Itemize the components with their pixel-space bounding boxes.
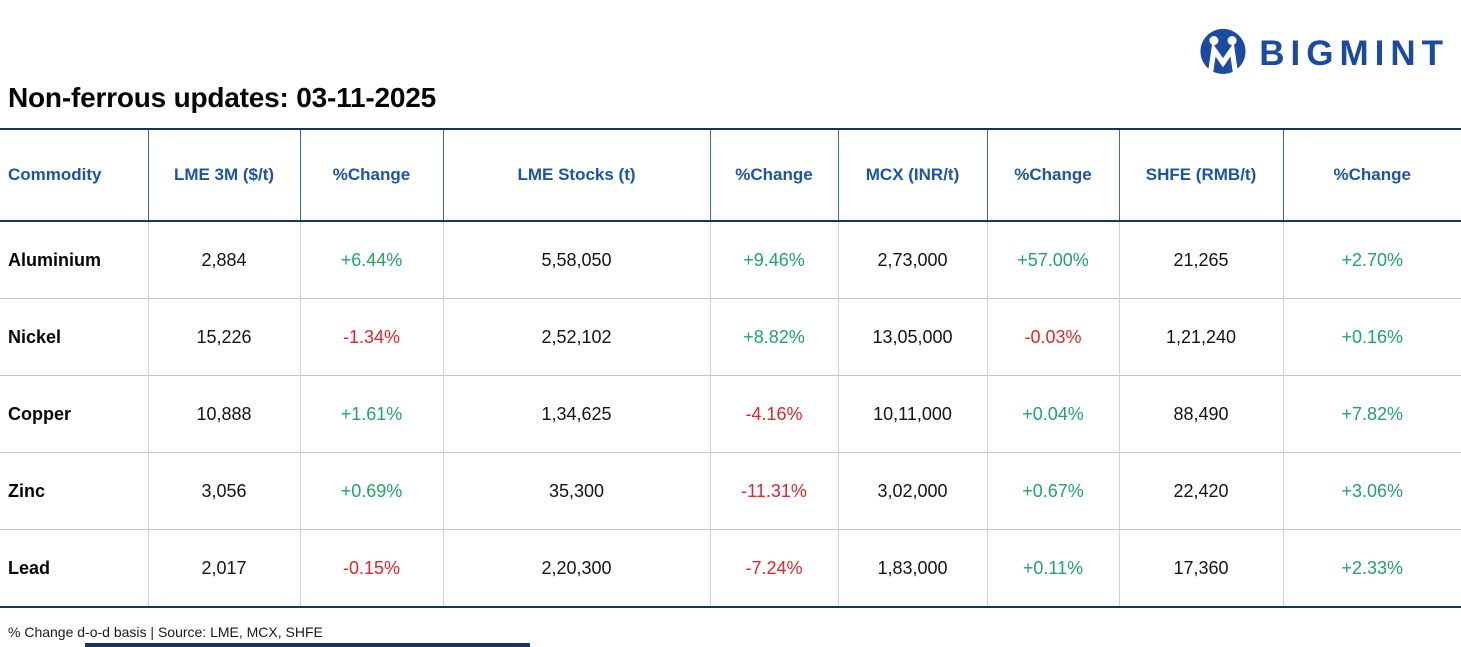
value-cell: 3,02,000 <box>837 452 987 530</box>
column-header-pct-change-2: %Change <box>709 129 838 222</box>
value-cell: 21,265 <box>1118 221 1283 299</box>
table-row-copper: Copper 10,888 +1.61% 1,34,625 -4.16% 10,… <box>0 375 1461 453</box>
column-header-commodity: Commodity <box>0 129 148 222</box>
table-row-aluminium: Aluminium 2,884 +6.44% 5,58,050 +9.46% 2… <box>0 221 1461 299</box>
pct-change-cell: +3.06% <box>1282 452 1461 530</box>
pct-change-cell: +0.67% <box>986 452 1119 530</box>
brand-name: BIGMINT <box>1259 34 1449 73</box>
pct-change-cell: +8.82% <box>709 298 838 376</box>
table-row-lead: Lead 2,017 -0.15% 2,20,300 -7.24% 1,83,0… <box>0 529 1461 607</box>
value-cell: 10,888 <box>147 375 300 453</box>
value-cell: 2,20,300 <box>442 529 710 607</box>
column-header-pct-change-1: %Change <box>299 129 443 222</box>
table-row-zinc: Zinc 3,056 +0.69% 35,300 -11.31% 3,02,00… <box>0 452 1461 530</box>
pct-change-cell: +9.46% <box>709 221 838 299</box>
value-cell: 10,11,000 <box>837 375 987 453</box>
value-cell: 2,52,102 <box>442 298 710 376</box>
value-cell: 2,884 <box>147 221 300 299</box>
pct-change-cell: -7.24% <box>709 529 838 607</box>
value-cell: 15,226 <box>147 298 300 376</box>
value-cell: 5,58,050 <box>442 221 710 299</box>
pct-change-cell: +7.82% <box>1282 375 1461 453</box>
commodity-name-cell: Nickel <box>0 298 148 376</box>
value-cell: 1,34,625 <box>442 375 710 453</box>
column-header-lme-stocks: LME Stocks (t) <box>442 129 710 222</box>
table-row-nickel: Nickel 15,226 -1.34% 2,52,102 +8.82% 13,… <box>0 298 1461 376</box>
pct-change-cell: +0.69% <box>299 452 443 530</box>
value-cell: 13,05,000 <box>837 298 987 376</box>
value-cell: 35,300 <box>442 452 710 530</box>
value-cell: 1,21,240 <box>1118 298 1283 376</box>
column-header-pct-change-4: %Change <box>1282 129 1461 222</box>
commodity-name-cell: Lead <box>0 529 148 607</box>
pct-change-cell: -0.15% <box>299 529 443 607</box>
pct-change-cell: +2.33% <box>1282 529 1461 607</box>
commodity-name-cell: Copper <box>0 375 148 453</box>
pct-change-cell: +2.70% <box>1282 221 1461 299</box>
footnote: % Change d-o-d basis | Source: LME, MCX,… <box>8 624 323 640</box>
pct-change-cell: +0.04% <box>986 375 1119 453</box>
page-title: Non-ferrous updates: 03-11-2025 <box>8 82 436 113</box>
value-cell: 2,017 <box>147 529 300 607</box>
value-cell: 3,056 <box>147 452 300 530</box>
column-header-lme3m: LME 3M ($/t) <box>147 129 300 222</box>
pct-change-cell: +6.44% <box>299 221 443 299</box>
column-header-pct-change-3: %Change <box>986 129 1119 222</box>
pct-change-cell: -11.31% <box>709 452 838 530</box>
pct-change-cell: +0.11% <box>986 529 1119 607</box>
pct-change-cell: +1.61% <box>299 375 443 453</box>
pct-change-cell: -1.34% <box>299 298 443 376</box>
pct-change-cell: -0.03% <box>986 298 1119 376</box>
bottom-accent-bar <box>85 643 530 647</box>
value-cell: 22,420 <box>1118 452 1283 530</box>
commodity-name-cell: Zinc <box>0 452 148 530</box>
brand-logo: BIGMINT <box>1197 26 1449 82</box>
column-header-shfe: SHFE (RMB/t) <box>1118 129 1283 222</box>
pct-change-cell: +57.00% <box>986 221 1119 299</box>
pct-change-cell: -4.16% <box>709 375 838 453</box>
value-cell: 2,73,000 <box>837 221 987 299</box>
bigmint-logo-icon <box>1197 26 1249 82</box>
value-cell: 17,360 <box>1118 529 1283 607</box>
value-cell: 1,83,000 <box>837 529 987 607</box>
column-header-mcx: MCX (INR/t) <box>837 129 987 222</box>
value-cell: 88,490 <box>1118 375 1283 453</box>
header-row: Commodity LME 3M ($/t) %Change LME Stock… <box>0 129 1461 222</box>
pct-change-cell: +0.16% <box>1282 298 1461 376</box>
commodity-name-cell: Aluminium <box>0 221 148 299</box>
commodity-table: Commodity LME 3M ($/t) %Change LME Stock… <box>0 128 1461 608</box>
